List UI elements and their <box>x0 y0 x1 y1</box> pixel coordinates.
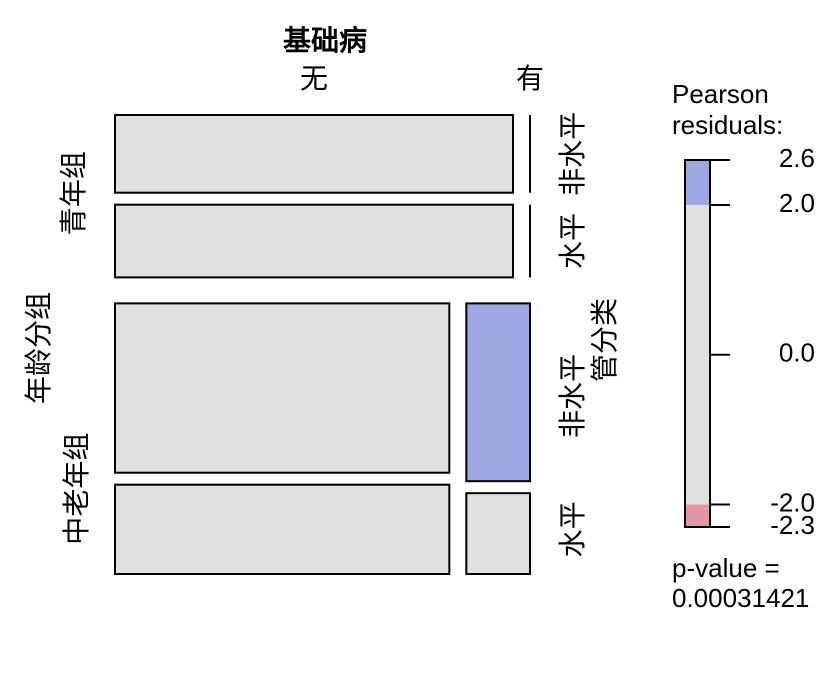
mosaic-tile <box>114 203 514 279</box>
legend-tick-label: -2.3 <box>770 510 815 540</box>
p-value: 0.00031421 <box>672 583 809 613</box>
mosaic-tile <box>114 114 514 194</box>
mosaic-tile <box>465 302 532 483</box>
column-label: 无 <box>300 62 328 95</box>
sub-label: 非水平 <box>556 354 589 438</box>
row-label: 中老年组 <box>60 433 93 545</box>
mosaic-tile <box>114 483 451 575</box>
legend-title: Pearson <box>672 79 769 109</box>
p-value-label: p-value = <box>672 553 780 583</box>
row-label: 青年组 <box>57 151 90 235</box>
legend-tick-label: 0.0 <box>779 338 815 368</box>
mosaic-tile <box>114 302 451 474</box>
column-label: 有 <box>516 62 544 95</box>
mosaic-tile <box>465 492 532 575</box>
sub-label: 非水平 <box>556 112 589 196</box>
row-variable: 年龄分组 <box>22 292 55 404</box>
sub-label: 水平 <box>556 501 589 557</box>
column-variable: 基础病 <box>283 24 367 57</box>
legend-tick-label: -2.0 <box>770 487 815 517</box>
sub-variable: 管分类 <box>588 298 621 382</box>
legend-band <box>685 204 710 505</box>
legend-band <box>685 160 710 205</box>
legend-band <box>685 504 710 527</box>
sub-label: 水平 <box>556 213 589 269</box>
legend-frame <box>684 159 711 528</box>
legend-title: residuals: <box>672 110 783 140</box>
legend-tick-label: 2.0 <box>779 188 815 218</box>
legend-tick-label: 2.6 <box>779 143 815 173</box>
